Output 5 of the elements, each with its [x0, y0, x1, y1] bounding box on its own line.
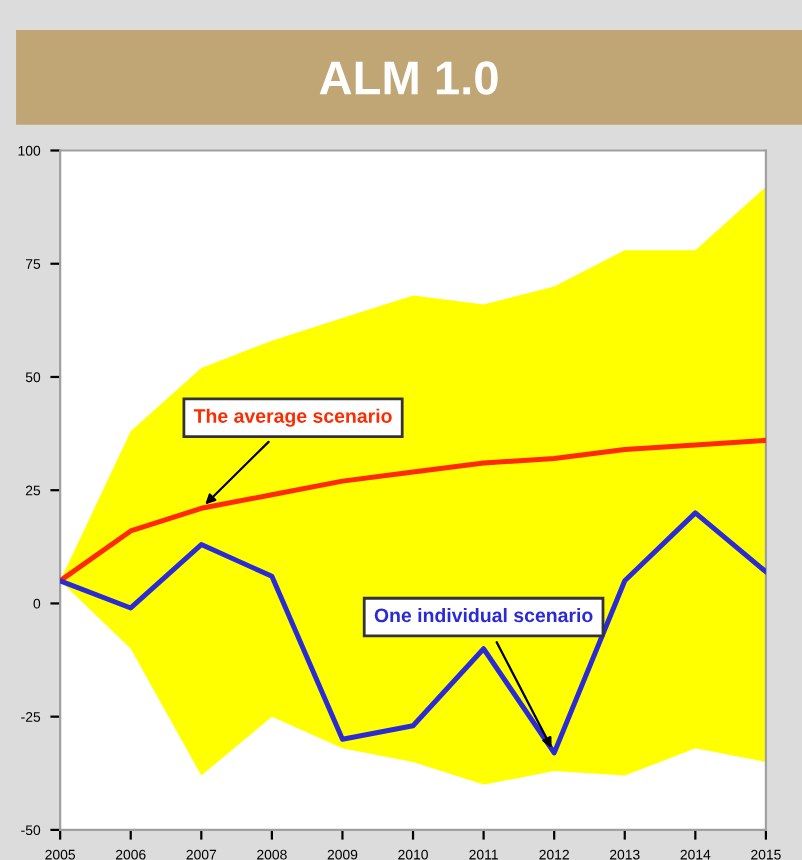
annotation: The average scenario	[193, 408, 392, 427]
chart-title: ALM 1.0	[319, 61, 498, 95]
line-series	[60, 510, 766, 756]
annotation: One individual scenario	[374, 607, 593, 623]
line-series	[60, 437, 766, 584]
